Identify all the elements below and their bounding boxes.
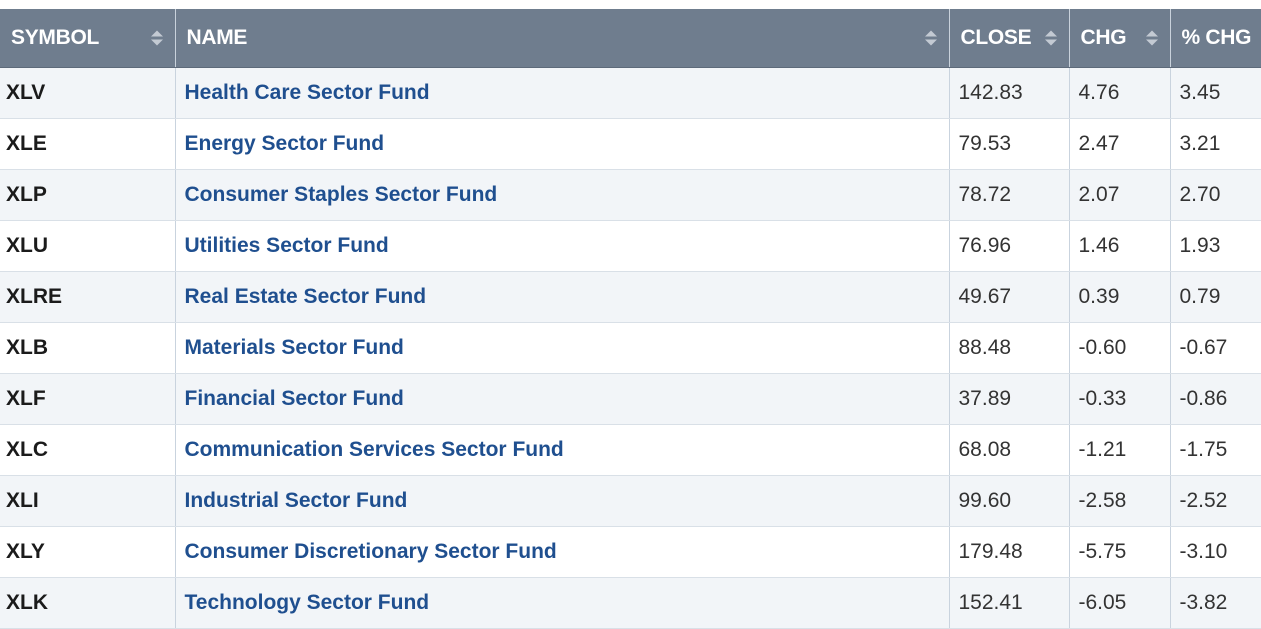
pct-chg-cell: -3.82 [1170, 577, 1261, 629]
close-cell: 76.96 [949, 220, 1070, 272]
chg-cell: 0.39 [1069, 271, 1171, 323]
symbol-cell: XLY [0, 526, 176, 578]
column-header-label: NAME [186, 26, 248, 49]
pct-chg-cell: -3.10 [1170, 526, 1261, 578]
sort-icon [1145, 30, 1158, 46]
column-header-label: CHG [1080, 26, 1127, 49]
name-cell: Utilities Sector Fund [175, 220, 950, 272]
name-cell: Energy Sector Fund [175, 118, 950, 170]
column-header-close[interactable]: CLOSE [949, 9, 1070, 68]
table-row: XLRE Real Estate Sector Fund 49.67 0.39 … [0, 271, 1261, 323]
symbol-cell: XLE [0, 118, 176, 170]
table-row: XLV Health Care Sector Fund 142.83 4.76 … [0, 67, 1261, 119]
table-row: XLU Utilities Sector Fund 76.96 1.46 1.9… [0, 220, 1261, 272]
close-cell: 88.48 [949, 322, 1070, 374]
pct-chg-cell: 0.79 [1170, 271, 1261, 323]
chg-cell: -1.21 [1069, 424, 1171, 476]
close-cell: 37.89 [949, 373, 1070, 425]
chg-cell: 1.46 [1069, 220, 1171, 272]
symbol-cell: XLRE [0, 271, 176, 323]
fund-name-link[interactable]: Consumer Discretionary Sector Fund [184, 540, 557, 563]
table-body: XLV Health Care Sector Fund 142.83 4.76 … [0, 67, 1261, 629]
fund-name-link[interactable]: Technology Sector Fund [184, 591, 430, 614]
sort-descending-icon: ↓ [1260, 27, 1261, 50]
table-row: XLE Energy Sector Fund 79.53 2.47 3.21 [0, 118, 1261, 170]
close-cell: 142.83 [949, 67, 1070, 119]
close-cell: 78.72 [949, 169, 1070, 221]
chg-cell: 4.76 [1069, 67, 1171, 119]
name-cell: Technology Sector Fund [175, 577, 950, 629]
fund-name-link[interactable]: Utilities Sector Fund [184, 234, 389, 257]
column-header-label: SYMBOL [11, 26, 100, 49]
column-header-label: CLOSE [960, 26, 1032, 49]
fund-name-link[interactable]: Energy Sector Fund [184, 132, 385, 155]
table-row: XLF Financial Sector Fund 37.89 -0.33 -0… [0, 373, 1261, 425]
column-header-pct-chg[interactable]: % CHG ↓ [1170, 9, 1261, 68]
pct-chg-cell: -0.86 [1170, 373, 1261, 425]
name-cell: Real Estate Sector Fund [175, 271, 950, 323]
symbol-cell: XLI [0, 475, 176, 527]
pct-chg-cell: -2.52 [1170, 475, 1261, 527]
chg-cell: -6.05 [1069, 577, 1171, 629]
column-header-label: % CHG [1181, 26, 1252, 49]
symbol-cell: XLK [0, 577, 176, 629]
name-cell: Financial Sector Fund [175, 373, 950, 425]
sort-icon [924, 30, 937, 46]
name-cell: Communication Services Sector Fund [175, 424, 950, 476]
pct-chg-cell: 2.70 [1170, 169, 1261, 221]
chg-cell: -0.60 [1069, 322, 1171, 374]
name-cell: Consumer Staples Sector Fund [175, 169, 950, 221]
name-cell: Health Care Sector Fund [175, 67, 950, 119]
table-row: XLC Communication Services Sector Fund 6… [0, 424, 1261, 476]
close-cell: 49.67 [949, 271, 1070, 323]
sort-icon [150, 30, 163, 46]
symbol-cell: XLU [0, 220, 176, 272]
close-cell: 152.41 [949, 577, 1070, 629]
close-cell: 99.60 [949, 475, 1070, 527]
symbol-cell: XLB [0, 322, 176, 374]
column-header-name[interactable]: NAME [175, 9, 950, 68]
chg-cell: -5.75 [1069, 526, 1171, 578]
pct-chg-cell: -0.67 [1170, 322, 1261, 374]
sort-icon [1044, 30, 1057, 46]
column-header-chg[interactable]: CHG [1069, 9, 1171, 68]
fund-name-link[interactable]: Materials Sector Fund [184, 336, 404, 359]
chg-cell: 2.07 [1069, 169, 1171, 221]
name-cell: Materials Sector Fund [175, 322, 950, 374]
pct-chg-cell: 3.45 [1170, 67, 1261, 119]
table-header: SYMBOL NAME CLOSE CHG % CHG ↓ [0, 9, 1261, 68]
table-row: XLY Consumer Discretionary Sector Fund 1… [0, 526, 1261, 578]
fund-name-link[interactable]: Industrial Sector Fund [184, 489, 408, 512]
symbol-cell: XLV [0, 67, 176, 119]
symbol-cell: XLF [0, 373, 176, 425]
table-row: XLP Consumer Staples Sector Fund 78.72 2… [0, 169, 1261, 221]
header-row: SYMBOL NAME CLOSE CHG % CHG ↓ [0, 9, 1261, 68]
table-row: XLI Industrial Sector Fund 99.60 -2.58 -… [0, 475, 1261, 527]
table-row: XLK Technology Sector Fund 152.41 -6.05 … [0, 577, 1261, 629]
chg-cell: 2.47 [1069, 118, 1171, 170]
pct-chg-cell: 1.93 [1170, 220, 1261, 272]
fund-name-link[interactable]: Real Estate Sector Fund [184, 285, 427, 308]
close-cell: 68.08 [949, 424, 1070, 476]
fund-name-link[interactable]: Financial Sector Fund [184, 387, 404, 410]
top-spacer [0, 0, 1261, 9]
pct-chg-cell: -1.75 [1170, 424, 1261, 476]
fund-name-link[interactable]: Health Care Sector Fund [184, 81, 430, 104]
table-row: XLB Materials Sector Fund 88.48 -0.60 -0… [0, 322, 1261, 374]
close-cell: 79.53 [949, 118, 1070, 170]
chg-cell: -0.33 [1069, 373, 1171, 425]
fund-name-link[interactable]: Consumer Staples Sector Fund [184, 183, 498, 206]
symbol-cell: XLP [0, 169, 176, 221]
close-cell: 179.48 [949, 526, 1070, 578]
name-cell: Consumer Discretionary Sector Fund [175, 526, 950, 578]
chg-cell: -2.58 [1069, 475, 1171, 527]
fund-name-link[interactable]: Communication Services Sector Fund [184, 438, 564, 461]
column-header-symbol[interactable]: SYMBOL [0, 9, 176, 68]
pct-chg-cell: 3.21 [1170, 118, 1261, 170]
sector-fund-table: SYMBOL NAME CLOSE CHG % CHG ↓ XLV [0, 9, 1261, 629]
symbol-cell: XLC [0, 424, 176, 476]
name-cell: Industrial Sector Fund [175, 475, 950, 527]
